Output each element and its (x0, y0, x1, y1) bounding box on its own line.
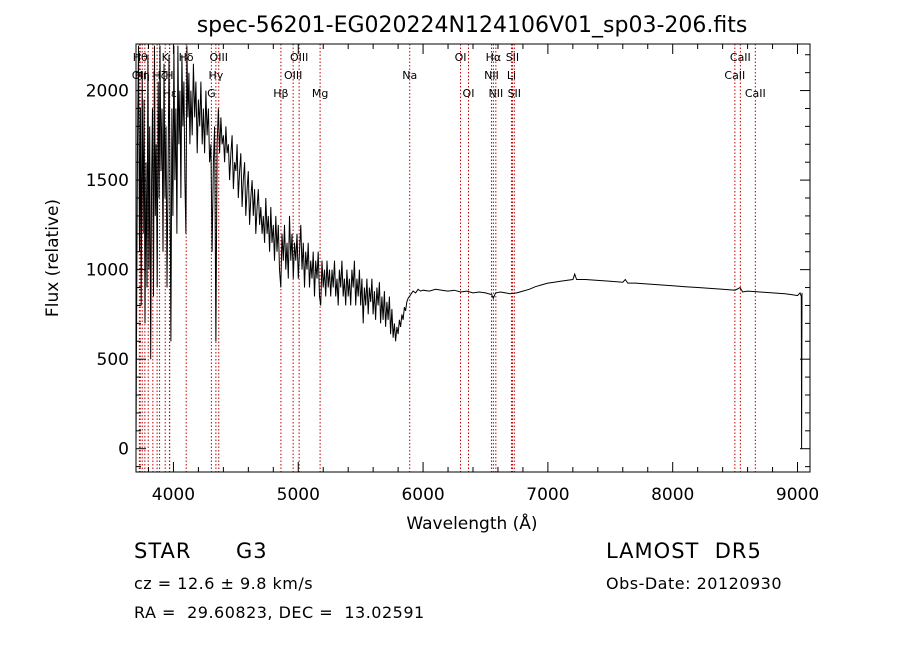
line-marker-label: CaII (745, 87, 766, 100)
line-marker-label: G (207, 87, 216, 100)
line-marker-label: OI (463, 87, 475, 100)
y-axis-ticks: 0 500 1000 1500 2000 (86, 54, 810, 468)
plot-frame (135, 43, 811, 473)
x-tick-label: 7000 (526, 485, 569, 505)
x-tick-label: 9000 (776, 485, 819, 505)
line-marker-label: OIII (210, 51, 228, 64)
spectrum-series-line (135, 45, 803, 449)
x-tick-label: 4000 (152, 485, 195, 505)
line-marker-label: SII (508, 87, 521, 100)
line-marker-label: NII (488, 87, 503, 100)
line-marker-label: OIII (284, 69, 302, 82)
observation-date: Obs-Date: 20120930 (606, 574, 783, 593)
y-tick-label: 1000 (86, 261, 129, 281)
y-tick-label: 2000 (86, 82, 129, 102)
line-marker-label: CaII (730, 51, 751, 64)
line-marker-label: Na (402, 69, 417, 82)
x-axis-ticks: 4000 5000 6000 7000 8000 9000 (147, 44, 819, 505)
line-marker-label: Hγ (208, 69, 223, 82)
survey-label: LAMOST DR5 (606, 539, 762, 563)
redshift-velocity: cz = 12.6 ± 9.8 km/s (134, 574, 314, 593)
chart-title: spec-56201-EG020224N124106V01_sp03-206.f… (197, 13, 748, 38)
object-subclass: G3 (236, 539, 268, 563)
y-tick-label: 0 (118, 440, 129, 460)
y-axis-label: Flux (relative) (43, 199, 63, 317)
line-marker-label: OIII (290, 51, 308, 64)
line-marker-label: Li (507, 69, 516, 82)
object-class: STAR (134, 539, 192, 563)
x-axis-label: Wavelength (Å) (406, 512, 537, 534)
y-tick-label: 500 (97, 350, 129, 370)
line-marker-label: CaII (724, 69, 745, 82)
x-tick-label: 8000 (651, 485, 694, 505)
line-marker-label: NII (484, 69, 499, 82)
sky-coordinates: RA = 29.60823, DEC = 13.02591 (134, 603, 425, 622)
x-tick-label: 5000 (277, 485, 320, 505)
line-marker-label: OI (455, 51, 467, 64)
line-marker-label: Hβ (273, 87, 288, 100)
line-marker-label: Hθ (133, 51, 148, 64)
y-tick-label: 1500 (86, 171, 129, 191)
line-marker-label: Hα (486, 51, 502, 64)
line-marker-label: Mg (312, 87, 328, 100)
line-marker-label: K (162, 51, 170, 64)
line-marker-label: Hδ (179, 51, 194, 64)
line-marker-label: SII (506, 51, 519, 64)
x-tick-label: 6000 (401, 485, 444, 505)
emission-line-markers (138, 44, 756, 472)
